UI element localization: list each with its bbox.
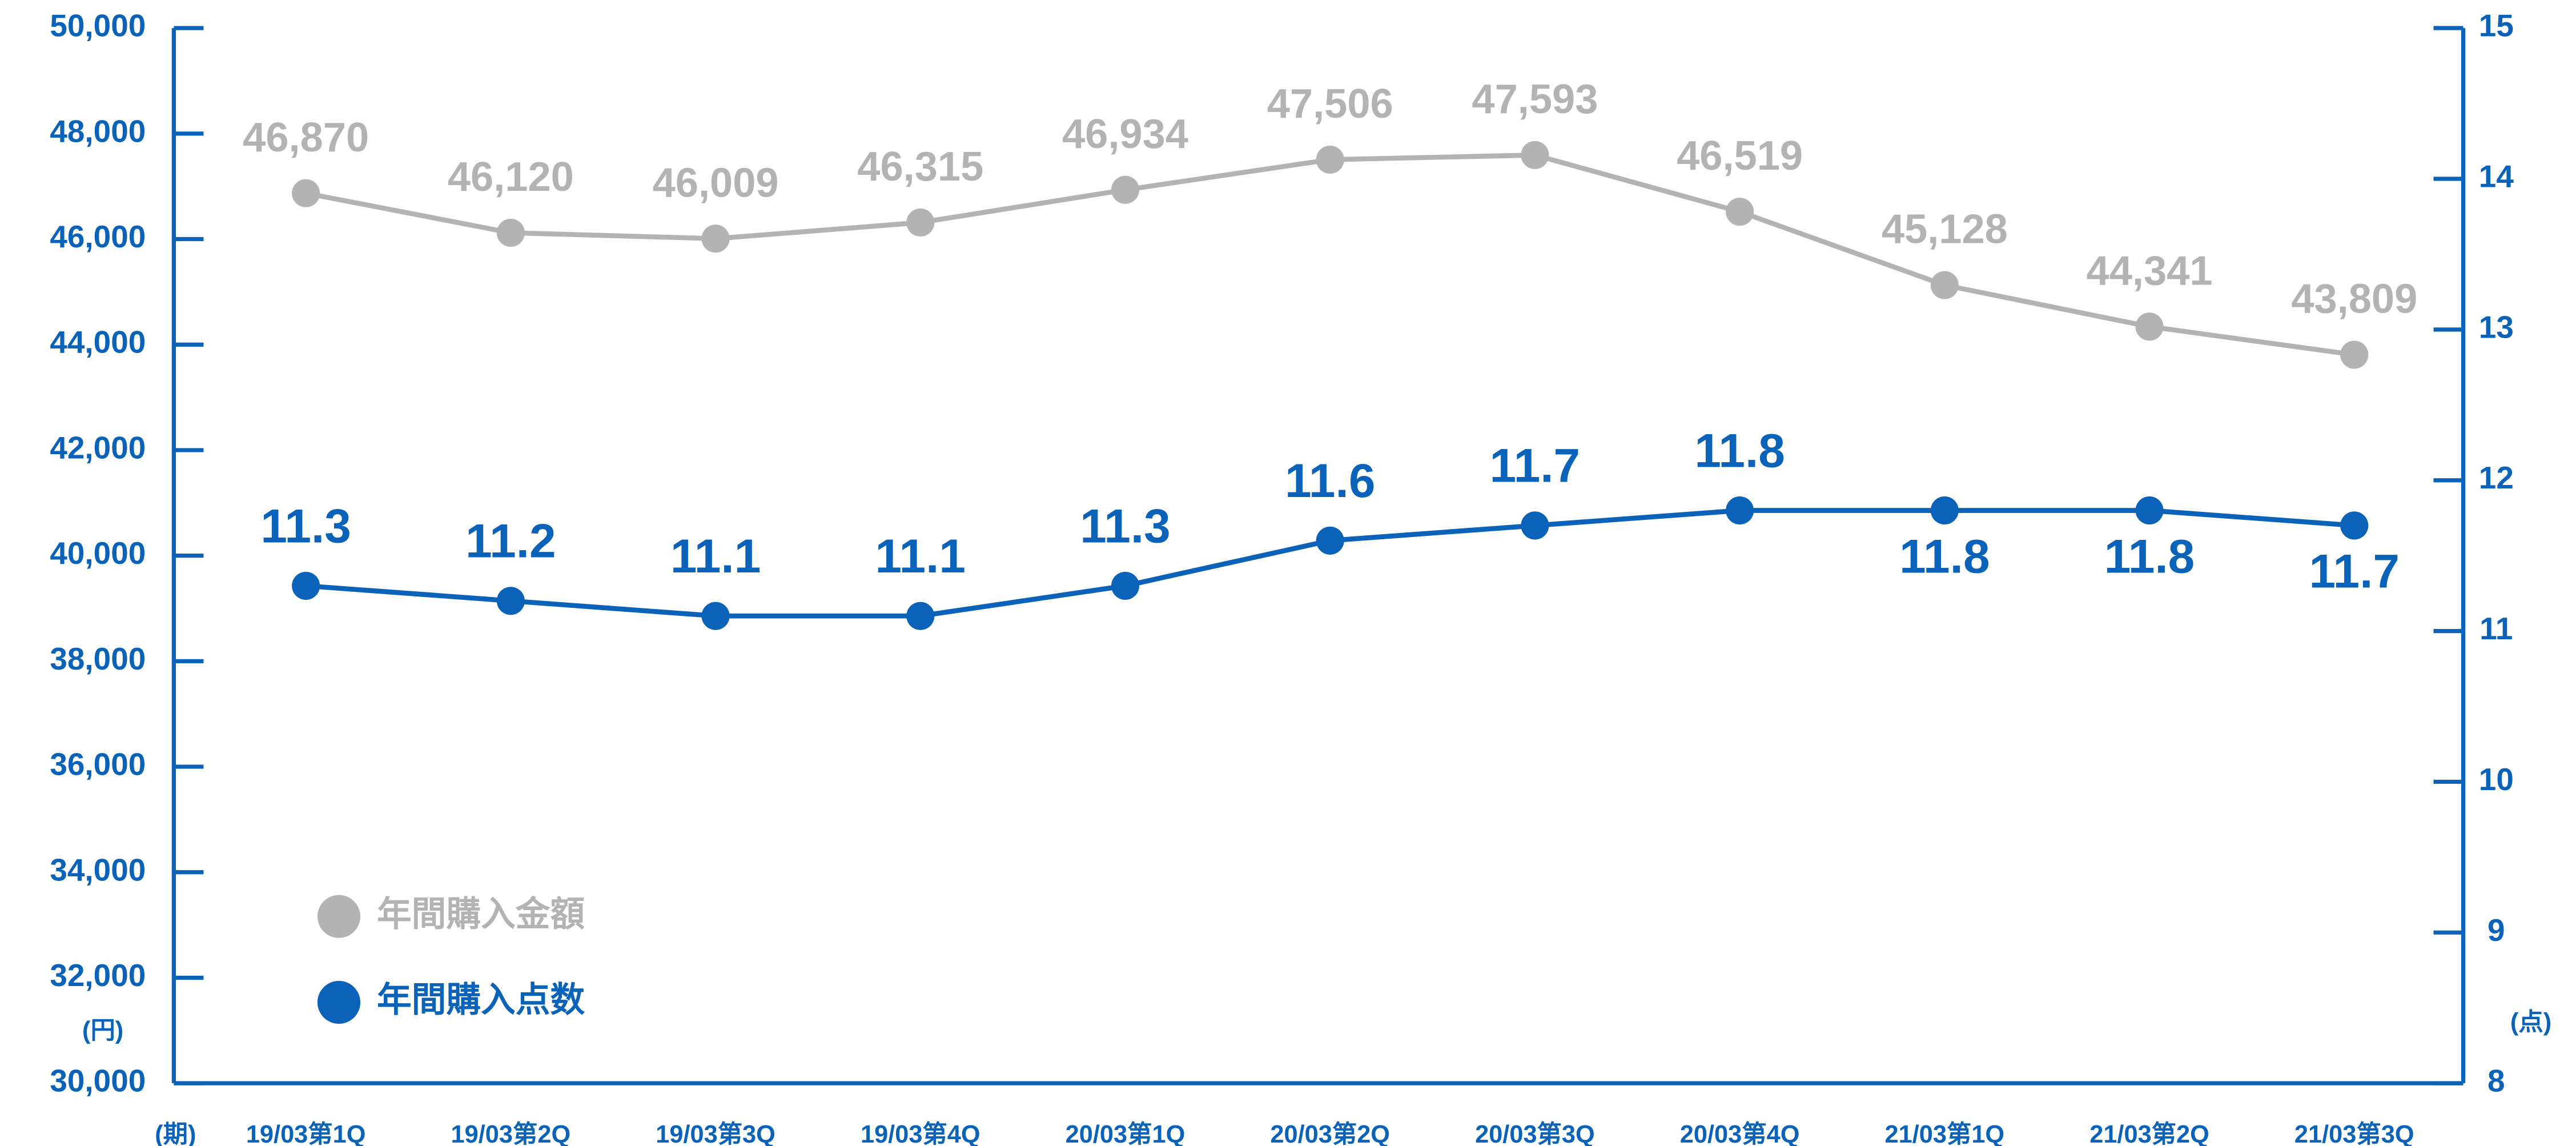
data-point (496, 218, 525, 247)
y-tick-label: 50,000 (50, 8, 146, 43)
data-label: 45,128 (1882, 207, 2008, 253)
data-point (1726, 496, 1754, 525)
data-label: 46,120 (448, 154, 574, 200)
series-line (305, 153, 2355, 358)
legend-marker (317, 980, 361, 1024)
data-point (292, 179, 320, 207)
y2-tick-label: 12 (2479, 460, 2514, 495)
data-label: 46,009 (653, 160, 779, 206)
x-tick-label: 19/03第4Q (861, 1121, 980, 1146)
data-label: 11.8 (1694, 423, 1785, 477)
data-point (1521, 511, 1549, 540)
x-tick-label: 20/03第4Q (1680, 1121, 1800, 1146)
data-label: 11.7 (2309, 544, 2400, 598)
x-tick-label: 19/03第3Q (656, 1121, 775, 1146)
y-tick-label: 30,000 (50, 1063, 146, 1099)
data-label: 46,934 (1062, 111, 1188, 157)
y2-axis-unit: (点) (2510, 1009, 2551, 1036)
y-tick-label: 48,000 (50, 113, 146, 149)
data-point (1111, 175, 1140, 204)
x-axis-unit: (期) (155, 1121, 196, 1146)
data-label: 46,519 (1677, 133, 1803, 179)
data-label: 11.1 (875, 529, 966, 583)
x-tick-label: 20/03第3Q (1475, 1121, 1595, 1146)
y-tick-label: 38,000 (50, 641, 146, 676)
data-label: 47,593 (1472, 77, 1598, 122)
x-tick-label: 19/03第2Q (451, 1121, 571, 1146)
y2-tick-label: 11 (2479, 611, 2513, 646)
y2-tick-label: 15 (2479, 8, 2514, 43)
y-tick-label: 46,000 (50, 219, 146, 254)
legend-label: 年間購入金額 (377, 894, 585, 933)
y2-tick-label: 14 (2479, 158, 2514, 194)
data-point (292, 571, 320, 600)
y-tick-label: 44,000 (50, 324, 146, 360)
y2-tick-label: 9 (2487, 912, 2505, 948)
legend-marker (317, 895, 361, 938)
y-tick-label: 32,000 (50, 957, 146, 993)
data-point (1726, 198, 1754, 226)
y-tick-label: 42,000 (50, 430, 146, 465)
data-point (1930, 496, 1959, 525)
data-label: 44,341 (2087, 248, 2213, 294)
data-label: 11.6 (1285, 454, 1376, 507)
data-point (1111, 571, 1140, 600)
data-point (2135, 312, 2164, 341)
data-label: 11.3 (260, 499, 351, 552)
data-point (2340, 511, 2369, 540)
data-point (2340, 340, 2369, 369)
data-label: 43,809 (2291, 276, 2417, 322)
x-tick-label: 21/03第3Q (2294, 1121, 2414, 1146)
data-label: 46,870 (243, 115, 369, 161)
y-axis-unit: (円) (82, 1017, 123, 1044)
data-point (1521, 141, 1549, 169)
data-label: 11.3 (1080, 499, 1171, 552)
data-label: 47,506 (1267, 81, 1393, 127)
y2-tick-label: 13 (2479, 309, 2514, 344)
data-point (1316, 145, 1344, 174)
data-label: 11.7 (1490, 439, 1581, 492)
data-label: 46,315 (857, 144, 983, 190)
y-tick-label: 34,000 (50, 852, 146, 887)
data-point (2135, 496, 2164, 525)
x-tick-label: 19/03第1Q (246, 1121, 366, 1146)
data-point (906, 602, 935, 630)
data-point (1316, 526, 1344, 555)
y2-tick-label: 10 (2479, 762, 2514, 797)
data-label: 11.8 (2104, 529, 2195, 583)
x-tick-label: 21/03第2Q (2089, 1121, 2209, 1146)
data-point (701, 602, 730, 630)
y-tick-label: 40,000 (50, 535, 146, 571)
data-label: 11.2 (465, 514, 556, 568)
data-point (496, 587, 525, 615)
data-point (906, 208, 935, 237)
x-tick-label: 20/03第2Q (1270, 1121, 1390, 1146)
data-point (1930, 271, 1959, 299)
x-tick-label: 20/03第1Q (1066, 1121, 1185, 1146)
data-point (701, 225, 730, 253)
series-line (306, 508, 2355, 619)
data-label: 11.1 (670, 529, 761, 583)
x-tick-label: 21/03第1Q (1885, 1121, 2005, 1146)
data-label: 11.8 (1899, 529, 1990, 583)
y-tick-label: 36,000 (50, 747, 146, 782)
y2-tick-label: 8 (2487, 1063, 2505, 1099)
legend-label: 年間購入点数 (377, 980, 585, 1019)
